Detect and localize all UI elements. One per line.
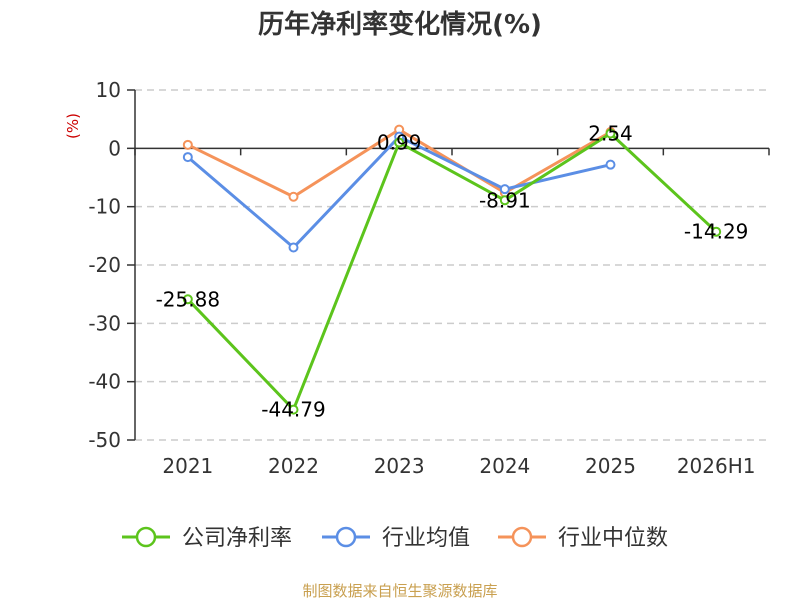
data-point xyxy=(288,404,299,415)
grid-lines xyxy=(135,89,769,441)
data-point xyxy=(499,195,510,206)
series-lines xyxy=(182,124,722,415)
data-point xyxy=(394,137,405,148)
legend-marker xyxy=(135,526,157,548)
y-tick-label: 0 xyxy=(108,136,121,160)
x-tick-label: 2023 xyxy=(374,454,425,478)
data-point xyxy=(182,152,193,163)
legend-item[interactable]: 公司净利率 xyxy=(122,526,292,551)
y-tick-label: 10 xyxy=(96,78,121,102)
y-tick-label: -40 xyxy=(88,370,121,394)
data-label: 0.99 xyxy=(377,131,422,155)
y-tick-label: -30 xyxy=(88,311,121,335)
x-tick-label: 2024 xyxy=(479,454,530,478)
y-axis: 10 0 -10 -20 -30 -40 -50 xyxy=(88,78,136,452)
x-tick-label: 2025 xyxy=(585,454,636,478)
data-label: -14.29 xyxy=(684,220,748,244)
data-label: -44.79 xyxy=(261,398,325,422)
legend-label: 公司净利率 xyxy=(182,526,292,551)
y-axis-unit-label: (%) xyxy=(64,113,82,139)
x-tick-label: 2021 xyxy=(162,454,213,478)
x-axis: 2021 2022 2023 2024 2025 2026H1 xyxy=(134,147,770,478)
x-tick-label: 2022 xyxy=(268,454,319,478)
y-tick-label: -50 xyxy=(88,428,121,452)
data-source-note: 制图数据来自恒生聚源数据库 xyxy=(302,582,497,600)
legend-marker xyxy=(335,526,357,548)
x-tick-label: 2026H1 xyxy=(677,454,756,478)
legend-marker xyxy=(511,526,533,548)
legend-item[interactable]: 行业均值 xyxy=(322,526,470,551)
data-point xyxy=(711,226,722,237)
data-label: -8.91 xyxy=(479,188,531,212)
data-point xyxy=(182,139,193,150)
legend[interactable]: 公司净利率 行业均值 行业中位数 xyxy=(122,526,668,551)
legend-label: 行业中位数 xyxy=(558,526,668,551)
y-tick-label: -20 xyxy=(88,253,121,277)
chart-title: 历年净利率变化情况(%) xyxy=(258,9,542,40)
legend-item[interactable]: 行业中位数 xyxy=(498,526,668,551)
data-point xyxy=(605,159,616,170)
data-label: -25.88 xyxy=(156,287,220,311)
data-point xyxy=(288,242,299,253)
data-label: 2.54 xyxy=(588,122,633,146)
data-labels: -25.88 -44.79 0.99 -8.91 2.54 -14.29 xyxy=(156,122,749,422)
data-point xyxy=(499,184,510,195)
legend-label: 行业均值 xyxy=(382,526,470,551)
series-line xyxy=(186,132,718,412)
y-tick-label: -10 xyxy=(88,195,121,219)
data-point xyxy=(182,294,193,305)
data-point xyxy=(605,128,616,139)
data-point xyxy=(288,191,299,202)
